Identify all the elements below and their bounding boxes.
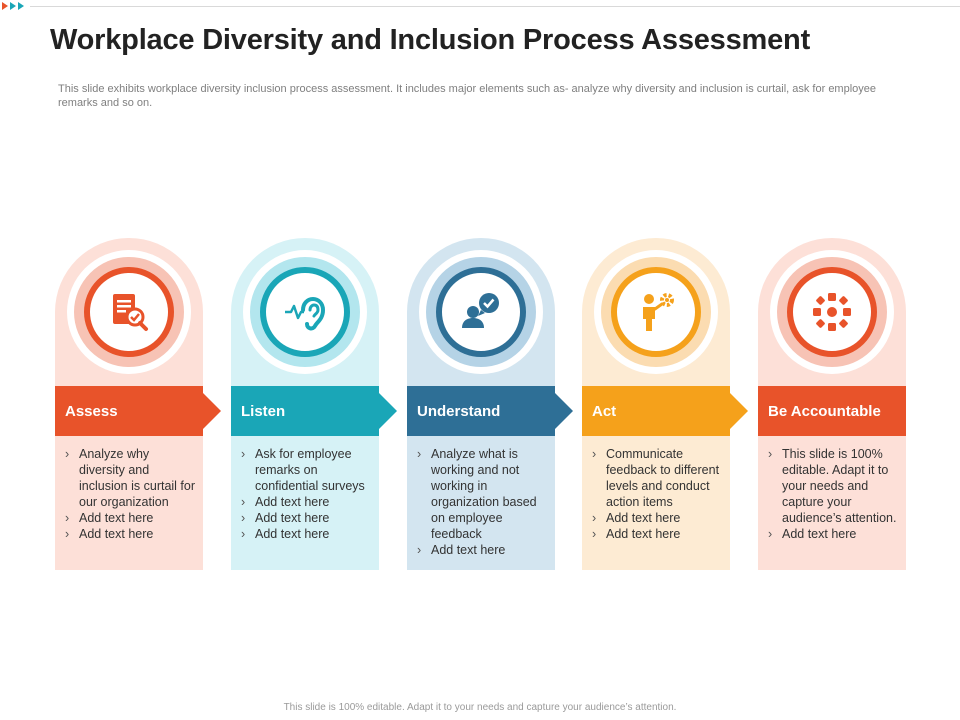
bullet-item: Analyze why diversity and inclusion is c… (63, 446, 195, 510)
decor-dot-icon (2, 2, 8, 10)
bullet-item: Add text here (590, 510, 722, 526)
icon-ring-inner (787, 267, 877, 357)
bullet-item: Communicate feedback to different levels… (590, 446, 722, 510)
page-title: Workplace Diversity and Inclusion Proces… (50, 24, 811, 56)
step-label: Understand (417, 402, 501, 420)
step-label: Listen (241, 402, 286, 420)
step-bullets: Analyze what is working and not working … (415, 446, 547, 558)
step-label-band: Be Accountable (758, 386, 906, 436)
step-card-assess: Assess Analyze why diversity and inclusi… (55, 238, 221, 570)
step-bullets: Analyze why diversity and inclusion is c… (63, 446, 195, 542)
footer-note: This slide is 100% editable. Adapt it to… (283, 702, 677, 713)
step-bullets: Communicate feedback to different levels… (590, 446, 722, 542)
top-decoration (2, 2, 24, 10)
arrow-tip-icon (730, 393, 748, 429)
icon-ring-mid (74, 257, 184, 367)
bullet-item: Add text here (63, 526, 195, 542)
icon-ring-inner (84, 267, 174, 357)
document-checklist-icon (113, 294, 148, 331)
step-card-be-accountable: Be Accountable This slide is 100% editab… (758, 238, 906, 570)
icon-ring-mid (426, 257, 536, 367)
step-label-band: Act (582, 386, 748, 436)
icon-ring-mid (601, 257, 711, 367)
step-label: Assess (65, 402, 118, 420)
arrow-tip-icon (203, 393, 221, 429)
icon-ring-mid (777, 257, 887, 367)
bullet-item: Add text here (766, 526, 898, 542)
icon-ring-mid (250, 257, 360, 367)
step-bullets: Ask for employee remarks on confidential… (239, 446, 371, 542)
page-subtitle: This slide exhibits workplace diversity … (58, 83, 877, 109)
bullet-item: Add text here (63, 510, 195, 526)
bullet-item: Ask for employee remarks on confidential… (239, 446, 371, 494)
bullet-item: Analyze what is working and not working … (415, 446, 547, 542)
icon-ring-outer (243, 250, 367, 374)
icon-ring-outer (419, 250, 543, 374)
step-label-band: Listen (231, 386, 397, 436)
icon-ring-outer (594, 250, 718, 374)
bullet-item: Add text here (239, 494, 371, 510)
icon-ring-inner (260, 267, 350, 357)
arrow-tip-icon (555, 393, 573, 429)
step-card-act: Act Communicate feedback to different le… (582, 238, 748, 570)
arrow-tip-icon (379, 393, 397, 429)
bullet-item: Add text here (415, 542, 547, 558)
bullet-item: Add text here (239, 526, 371, 542)
top-divider (30, 6, 960, 7)
bullet-item: This slide is 100% editable. Adapt it to… (766, 446, 898, 526)
team-network-icon (813, 293, 851, 331)
step-label: Act (592, 402, 617, 420)
icon-ring-inner (436, 267, 526, 357)
icon-ring-outer (67, 250, 191, 374)
icon-ring-outer (770, 250, 894, 374)
decor-dot-icon (18, 2, 24, 10)
step-label-band: Understand (407, 386, 573, 436)
ear-listening-icon (285, 296, 326, 331)
step-label: Be Accountable (768, 402, 881, 420)
step-card-listen: Listen Ask for employee remarks on confi… (231, 238, 397, 570)
step-card-understand: Understand Analyze what is working and n… (407, 238, 573, 570)
bullet-item: Add text here (239, 510, 371, 526)
step-bullets: This slide is 100% editable. Adapt it to… (766, 446, 898, 542)
decor-dot-icon (10, 2, 16, 10)
bullet-item: Add text here (590, 526, 722, 542)
icon-ring-inner (611, 267, 701, 357)
user-speech-check-icon (462, 293, 499, 328)
step-label-band: Assess (55, 386, 221, 436)
person-gear-icon (643, 293, 674, 331)
